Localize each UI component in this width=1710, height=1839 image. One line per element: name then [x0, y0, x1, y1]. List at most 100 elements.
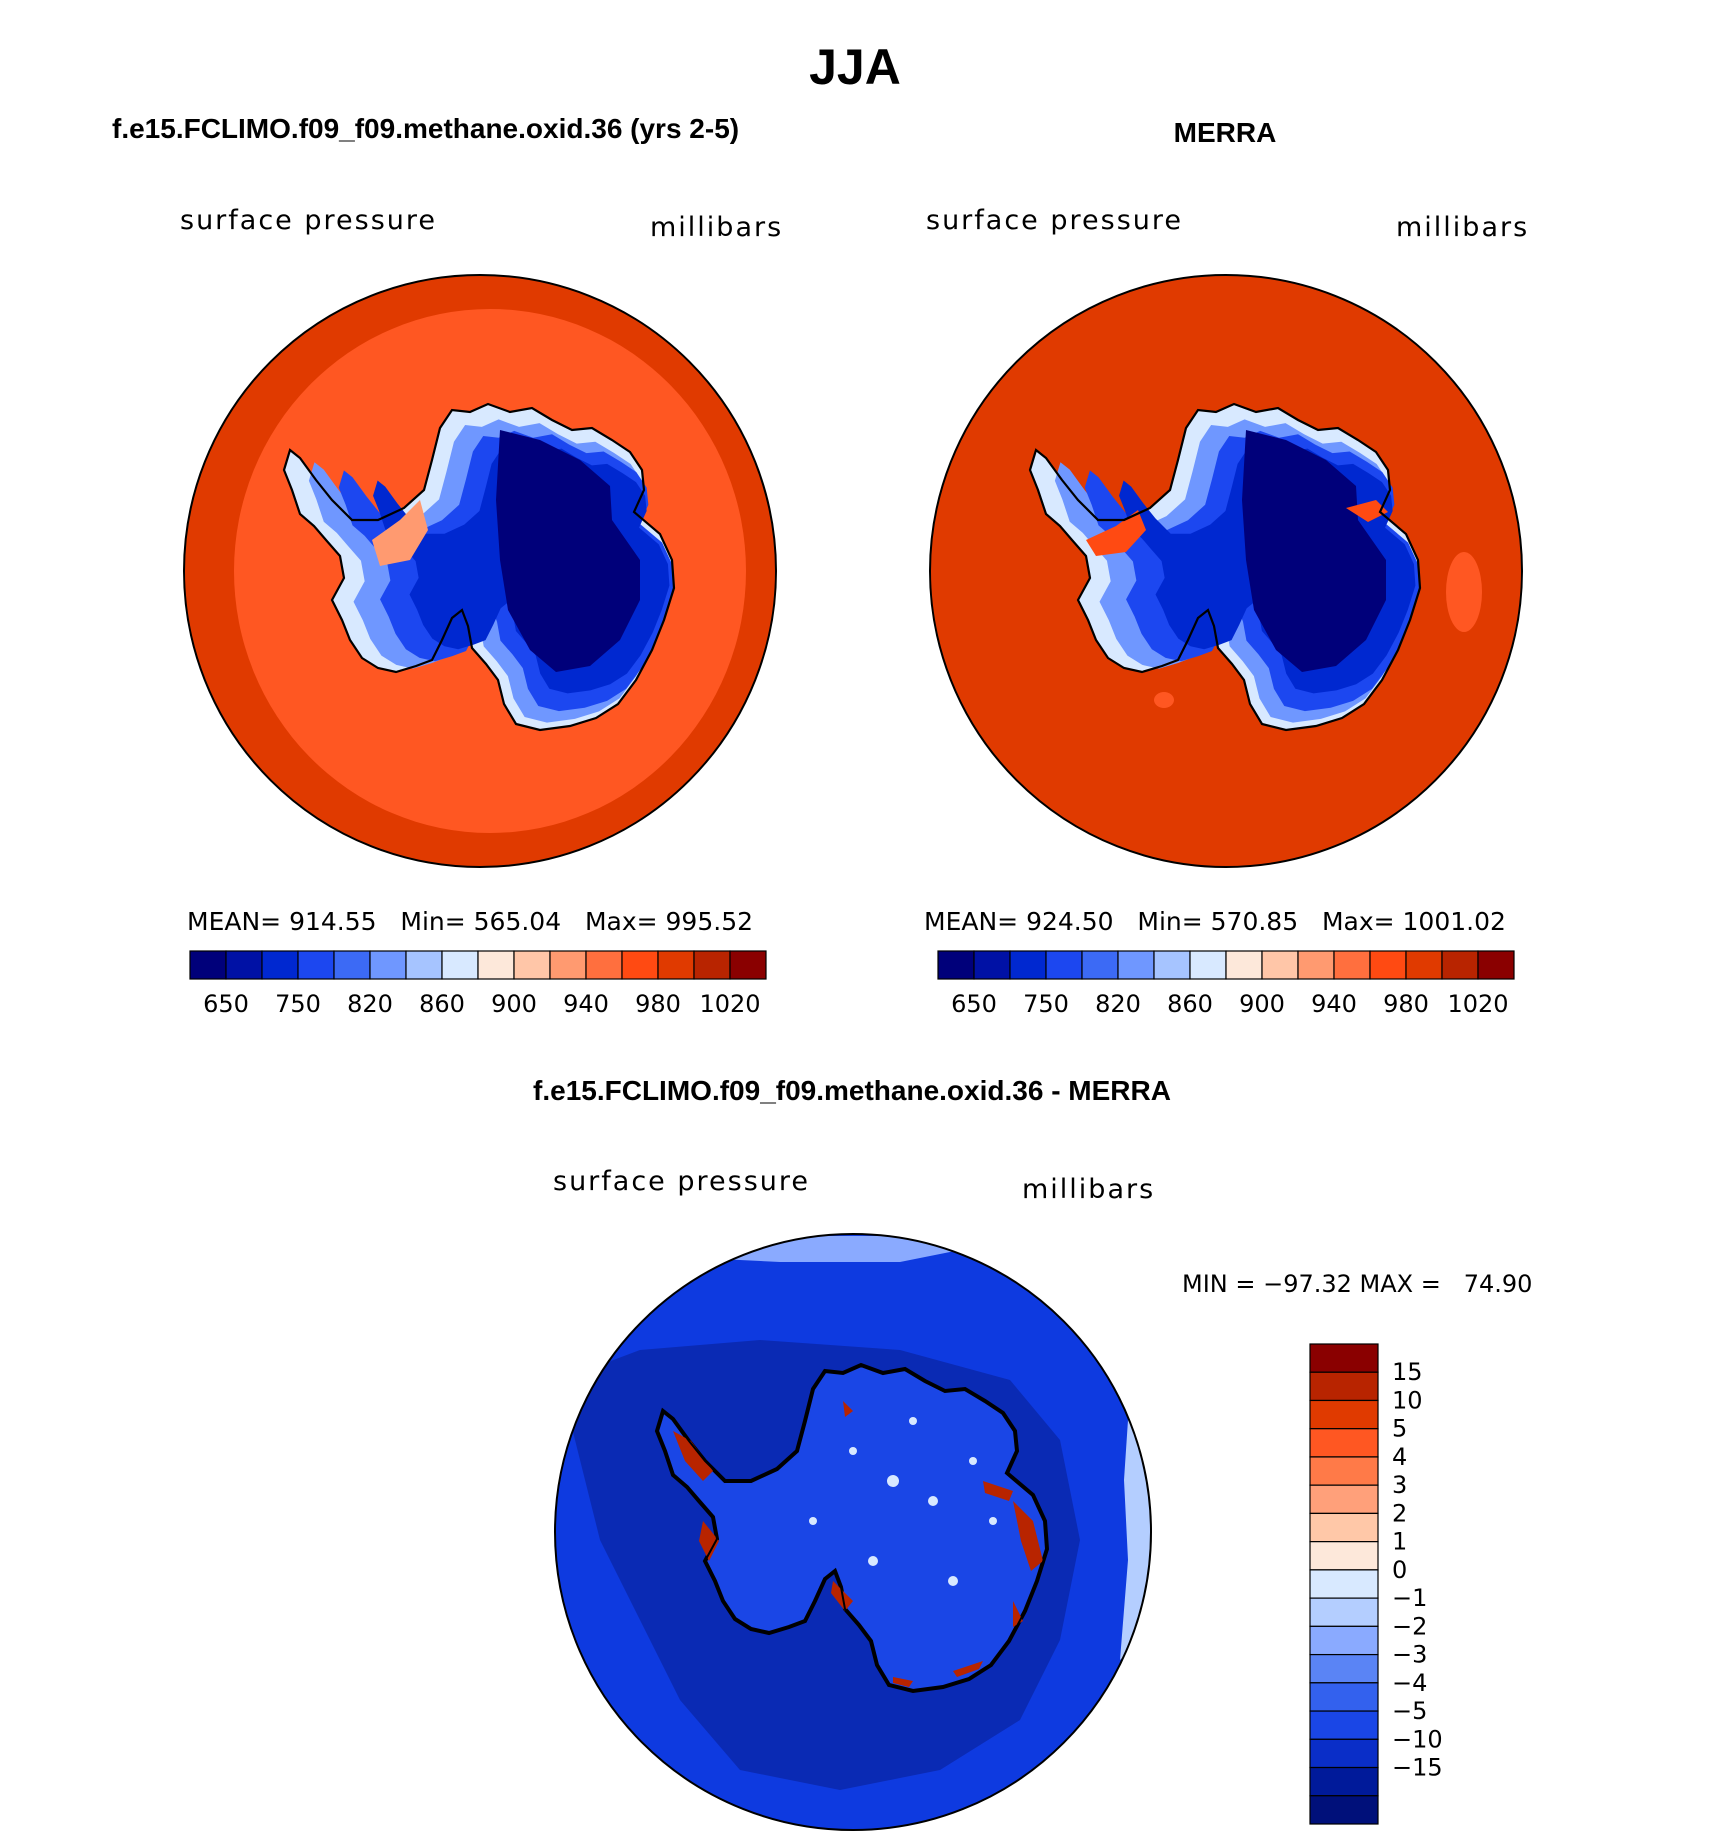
coastal-warm-patch [372, 500, 428, 566]
panel-difference: f.e15.FCLIMO.f09_f09.methane.oxid.36 - M… [533, 1075, 1532, 1831]
colorbar-swatch [1477, 950, 1515, 980]
panel-merra-right-label: millibars [1396, 212, 1529, 243]
colorbar-tick-label: 4 [1392, 1443, 1407, 1471]
colorbar-tick-label: 900 [491, 990, 537, 1018]
colorbar-tick-label: 2 [1392, 1499, 1407, 1527]
colorbar-model [189, 950, 767, 980]
colorbar-swatch [1309, 1569, 1379, 1599]
colorbar-swatch [549, 950, 587, 980]
colorbar-tick-label: −4 [1392, 1669, 1427, 1697]
diff-coast-line [655, 1363, 1049, 1693]
colorbar-swatch [1309, 1766, 1379, 1797]
colorbar-swatch [1309, 1738, 1379, 1769]
colorbar-swatch [1309, 1625, 1379, 1656]
colorbar-swatch [1309, 1512, 1379, 1543]
polar-map-model [184, 275, 776, 867]
panel-merra-stats: MEAN= 924.50 Min= 570.85 Max= 1001.02 [924, 907, 1506, 936]
colorbar-swatch [1309, 1653, 1379, 1684]
diff-pos-anomalies [673, 1401, 1043, 1687]
colorbar-swatch [1309, 1428, 1379, 1458]
colorbar-tick-label: 0 [1392, 1556, 1407, 1584]
colorbar-tick-label: 860 [1167, 990, 1213, 1018]
panel-difference-minmax: MIN = −97.32 MAX = 74.90 [1182, 1270, 1532, 1298]
panel-merra-title: MERRA [1174, 117, 1277, 148]
colorbar-swatch [1309, 1456, 1379, 1486]
colorbar-tick-label: 860 [419, 990, 465, 1018]
diff-neutral-speckle [809, 1417, 997, 1586]
map-border-difference [554, 1233, 1152, 1831]
colorbar-swatch [729, 950, 767, 980]
ocean-warm-patch [1446, 552, 1482, 632]
east-antarctic-plateau [496, 430, 640, 672]
colorbar-tick-label: 1020 [699, 990, 760, 1018]
colorbar-tick-label: −15 [1392, 1754, 1443, 1782]
panel-model-stats: MEAN= 914.55 Min= 565.04 Max= 995.52 [187, 907, 753, 936]
colorbar-swatch [1369, 950, 1407, 980]
colorbar-merra [937, 950, 1515, 980]
colorbar-swatch [1189, 950, 1227, 980]
colorbar-swatch [1333, 950, 1371, 980]
colorbar-swatch [1309, 1371, 1379, 1402]
colorbar-swatch [621, 950, 659, 980]
colorbar-swatch [441, 950, 479, 980]
colorbar-tick-label: 980 [1383, 990, 1429, 1018]
colorbar-swatch [1405, 950, 1443, 980]
panel-merra: MERRA surface pressure millibars MEAN= 9… [924, 117, 1529, 1018]
map-border-model [183, 274, 777, 868]
colorbar-swatch [333, 950, 371, 980]
colorbar-swatch [937, 950, 975, 980]
colorbar-swatch [1081, 950, 1119, 980]
colorbar-swatch [261, 950, 299, 980]
colorbar-swatch [513, 950, 551, 980]
colorbar-tick-label: 10 [1392, 1386, 1423, 1414]
panel-difference-title: f.e15.FCLIMO.f09_f09.methane.oxid.36 - M… [533, 1075, 1171, 1106]
colorbar-swatch [1045, 950, 1083, 980]
colorbar-tick-label: −1 [1392, 1584, 1427, 1612]
colorbar-tick-label: 15 [1392, 1358, 1423, 1386]
panel-difference-right-label: millibars [1022, 1174, 1155, 1205]
colorbar-tick-label: 5 [1392, 1415, 1407, 1443]
colorbar-swatch [1309, 1484, 1379, 1515]
colorbar-tick-label: −3 [1392, 1641, 1427, 1669]
colorbar-tick-label: 900 [1239, 990, 1285, 1018]
colorbar-tick-label: 3 [1392, 1471, 1407, 1499]
antarctica-difference [655, 1363, 1049, 1693]
colorbar-swatch [657, 950, 695, 980]
colorbar-swatch [1309, 1795, 1379, 1825]
panel-merra-left-label: surface pressure [926, 205, 1183, 236]
colorbar-swatch [1309, 1597, 1379, 1627]
panel-model: f.e15.FCLIMO.f09_f09.methane.oxid.36 (yr… [112, 113, 783, 1018]
colorbar-swatch [1309, 1710, 1379, 1740]
colorbar-swatch [1009, 950, 1047, 980]
colorbar-model-ticks: 650 750 820 860 900 940 980 1020 [203, 990, 760, 1018]
colorbar-swatch [1225, 950, 1263, 980]
colorbar-tick-label: 820 [1095, 990, 1141, 1018]
colorbar-swatch [1441, 950, 1479, 980]
panel-model-right-label: millibars [650, 212, 783, 243]
colorbar-swatch [1297, 950, 1335, 980]
polar-map-merra [930, 275, 1522, 867]
colorbar-swatch [1261, 950, 1299, 980]
colorbar-swatch [585, 950, 623, 980]
colorbar-swatch [973, 950, 1011, 980]
colorbar-tick-label: −2 [1392, 1612, 1427, 1640]
colorbar-tick-label: 940 [1311, 990, 1357, 1018]
antarctica-continent-merra [1028, 402, 1422, 732]
main-title: JJA [809, 39, 901, 95]
polar-map-difference [555, 1234, 1151, 1830]
colorbar-tick-label: 750 [1023, 990, 1069, 1018]
colorbar-merra-ticks: 650 750 820 860 900 940 980 1020 [951, 990, 1508, 1018]
colorbar-swatch [189, 950, 227, 980]
map-border-merra [929, 274, 1523, 868]
colorbar-swatch [477, 950, 515, 980]
colorbar-swatch [1309, 1399, 1379, 1430]
colorbar-tick-label: −10 [1392, 1725, 1443, 1753]
colorbar-tick-label: 1020 [1447, 990, 1508, 1018]
colorbar-tick-label: 820 [347, 990, 393, 1018]
panel-model-title: f.e15.FCLIMO.f09_f09.methane.oxid.36 (yr… [112, 113, 739, 144]
colorbar-tick-label: 1 [1392, 1528, 1407, 1556]
colorbar-tick-label: 650 [203, 990, 249, 1018]
colorbar-tick-label: 980 [635, 990, 681, 1018]
